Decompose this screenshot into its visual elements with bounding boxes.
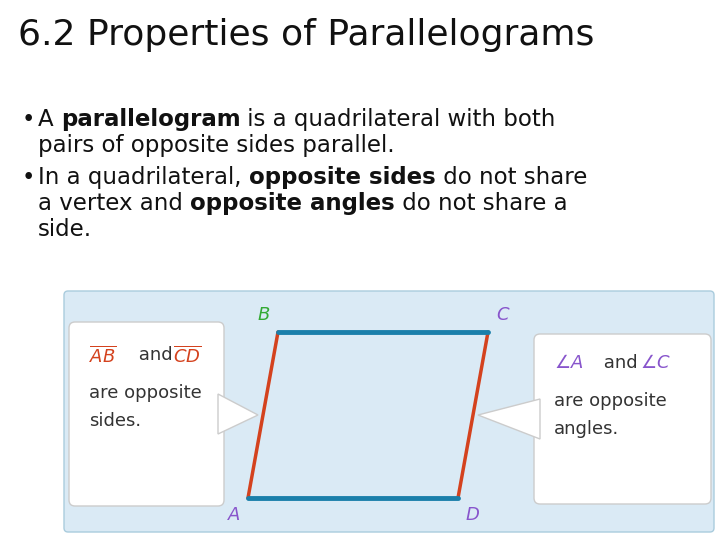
Text: are opposite: are opposite: [89, 384, 202, 402]
Text: do not share a: do not share a: [395, 192, 567, 215]
Text: •: •: [22, 108, 35, 131]
Text: and: and: [133, 346, 179, 364]
Text: opposite angles: opposite angles: [190, 192, 395, 215]
Text: D: D: [466, 506, 480, 524]
Text: $\overline{CD}$: $\overline{CD}$: [173, 346, 202, 367]
Text: angles.: angles.: [554, 420, 619, 438]
Text: A: A: [38, 108, 61, 131]
Text: is a quadrilateral with both: is a quadrilateral with both: [240, 108, 556, 131]
Polygon shape: [478, 399, 540, 439]
Text: do not share: do not share: [436, 166, 587, 189]
Text: sides.: sides.: [89, 412, 141, 430]
Text: are opposite: are opposite: [554, 392, 667, 410]
Text: A: A: [228, 506, 240, 524]
Text: In a quadrilateral,: In a quadrilateral,: [38, 166, 248, 189]
Text: opposite sides: opposite sides: [248, 166, 436, 189]
Text: •: •: [22, 166, 35, 189]
Text: $\angle A$: $\angle A$: [554, 354, 583, 372]
Text: side.: side.: [38, 218, 92, 241]
Text: $\overline{AB}$: $\overline{AB}$: [89, 346, 117, 367]
Text: 6.2 Properties of Parallelograms: 6.2 Properties of Parallelograms: [18, 18, 595, 52]
Polygon shape: [218, 394, 258, 434]
FancyBboxPatch shape: [64, 291, 714, 532]
Text: a vertex and: a vertex and: [38, 192, 190, 215]
Text: parallelogram: parallelogram: [61, 108, 240, 131]
Text: B: B: [258, 306, 270, 324]
FancyBboxPatch shape: [69, 322, 224, 506]
Text: C: C: [496, 306, 508, 324]
Text: $\angle C$: $\angle C$: [640, 354, 670, 372]
FancyBboxPatch shape: [534, 334, 711, 504]
Text: pairs of opposite sides parallel.: pairs of opposite sides parallel.: [38, 134, 395, 157]
Text: and: and: [598, 354, 644, 372]
